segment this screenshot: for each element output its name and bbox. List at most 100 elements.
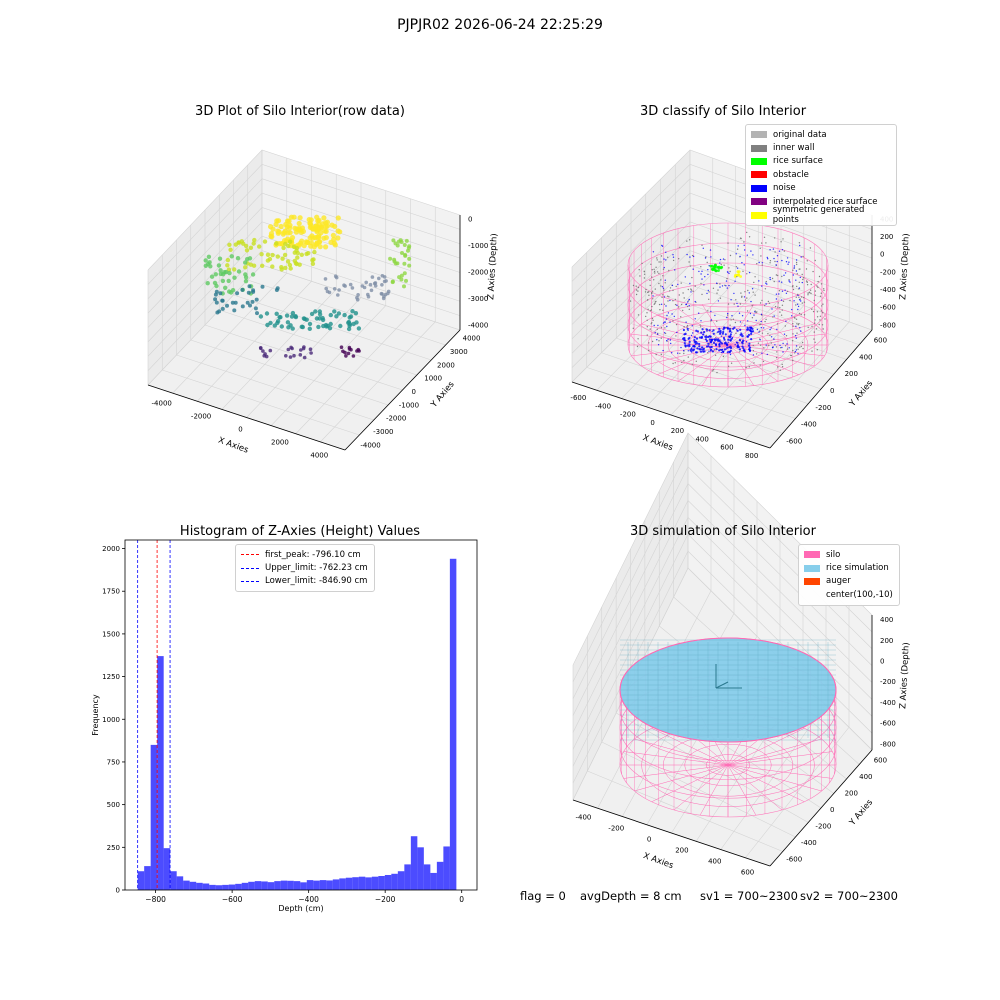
data-point bbox=[384, 279, 388, 283]
inner-wall-point bbox=[729, 270, 731, 273]
data-point bbox=[206, 254, 212, 259]
data-point bbox=[337, 229, 343, 235]
inner-wall-point bbox=[751, 304, 753, 307]
legend-swatch bbox=[751, 198, 767, 206]
data-point bbox=[719, 329, 722, 332]
data-point bbox=[227, 242, 232, 247]
data-point bbox=[316, 324, 321, 330]
data-point bbox=[280, 256, 285, 261]
y-tick-label: 1750 bbox=[102, 588, 120, 596]
inner-wall-point bbox=[664, 327, 666, 329]
data-point bbox=[685, 321, 687, 323]
histogram-bar bbox=[144, 866, 151, 890]
data-point bbox=[778, 280, 780, 282]
data-point bbox=[795, 279, 797, 281]
data-point bbox=[788, 347, 790, 349]
y-tick-label: -600 bbox=[786, 438, 802, 446]
data-point bbox=[665, 318, 668, 320]
inner-wall-point bbox=[814, 290, 816, 292]
data-point bbox=[758, 261, 760, 264]
inner-wall-point bbox=[795, 261, 798, 264]
data-point bbox=[795, 345, 798, 347]
data-point bbox=[705, 328, 708, 331]
data-point bbox=[270, 264, 275, 269]
x-tick-label: 0 bbox=[459, 895, 464, 904]
data-point bbox=[713, 338, 716, 341]
data-point bbox=[373, 284, 378, 288]
silo-floor-spoke bbox=[727, 738, 822, 766]
data-point bbox=[727, 341, 729, 344]
inner-wall-point bbox=[641, 262, 643, 265]
legend-label: obstacle bbox=[773, 169, 809, 180]
inner-wall-point bbox=[686, 324, 689, 327]
data-point bbox=[687, 350, 689, 352]
legend-swatch bbox=[751, 171, 767, 179]
data-point bbox=[676, 304, 678, 306]
data-point bbox=[708, 338, 711, 341]
data-point bbox=[733, 275, 737, 278]
inner-wall-point bbox=[761, 299, 763, 302]
data-point bbox=[309, 233, 315, 239]
inner-wall-point bbox=[748, 236, 751, 238]
data-point bbox=[710, 256, 712, 258]
data-point bbox=[283, 241, 288, 247]
inner-wall-point bbox=[678, 294, 680, 296]
inner-wall-point bbox=[807, 326, 809, 329]
data-point bbox=[684, 339, 687, 342]
inner-wall-point bbox=[719, 283, 721, 285]
data-point bbox=[220, 306, 225, 311]
inner-wall-point bbox=[727, 365, 730, 367]
y-axis-label: Y Axies bbox=[847, 378, 875, 409]
data-point bbox=[270, 226, 276, 232]
histogram-bar bbox=[436, 861, 444, 890]
histogram-bar bbox=[248, 881, 255, 890]
classify-plot-title: 3D classify of Silo Interior bbox=[639, 104, 807, 119]
data-point bbox=[793, 267, 795, 269]
inner-wall-point bbox=[663, 289, 665, 291]
data-point bbox=[741, 345, 744, 348]
inner-wall-point bbox=[776, 323, 779, 325]
inner-wall-point bbox=[821, 324, 824, 326]
x-axis-label: Depth (cm) bbox=[278, 904, 323, 913]
data-point bbox=[737, 245, 739, 247]
data-point bbox=[696, 342, 699, 345]
raw-plot-title: 3D Plot of Silo Interior(row data) bbox=[195, 104, 405, 119]
inner-wall-point bbox=[651, 340, 654, 343]
data-point bbox=[786, 343, 788, 345]
data-point bbox=[741, 315, 744, 317]
z-tick-label: 0 bbox=[880, 657, 884, 665]
inner-wall-point bbox=[637, 338, 639, 340]
y-tick-label: -200 bbox=[815, 404, 831, 412]
data-point bbox=[264, 311, 270, 316]
status-sv1: sv1 = 700~2300 bbox=[700, 889, 798, 903]
data-point bbox=[698, 270, 700, 273]
data-point bbox=[776, 255, 779, 257]
data-point bbox=[688, 298, 690, 301]
silo-top-rim bbox=[619, 637, 837, 743]
inner-wall-point bbox=[647, 349, 650, 352]
x-axis-line bbox=[147, 384, 346, 451]
histogram-bar bbox=[235, 883, 242, 890]
x-tick-label: 400 bbox=[695, 435, 708, 443]
data-point bbox=[797, 305, 800, 308]
inner-wall-point bbox=[680, 303, 683, 306]
inner-wall-point bbox=[689, 265, 692, 267]
silo-floor-spoke bbox=[727, 344, 755, 386]
data-point bbox=[758, 331, 760, 333]
silo-floor-spoke bbox=[727, 764, 805, 802]
grid-line bbox=[689, 264, 873, 331]
data-point bbox=[726, 351, 729, 354]
data-point bbox=[240, 304, 245, 309]
y-tick-label: 0 bbox=[830, 806, 834, 814]
data-point bbox=[216, 263, 222, 268]
inner-wall-point bbox=[716, 320, 718, 322]
inner-wall-point bbox=[669, 287, 672, 289]
data-point bbox=[760, 313, 763, 315]
data-point bbox=[778, 250, 781, 252]
data-point bbox=[306, 217, 312, 223]
data-point bbox=[355, 295, 359, 300]
data-point bbox=[795, 270, 798, 272]
data-point bbox=[347, 315, 352, 320]
data-point bbox=[308, 347, 313, 352]
legend-entry: symmetric generated points bbox=[751, 205, 891, 225]
